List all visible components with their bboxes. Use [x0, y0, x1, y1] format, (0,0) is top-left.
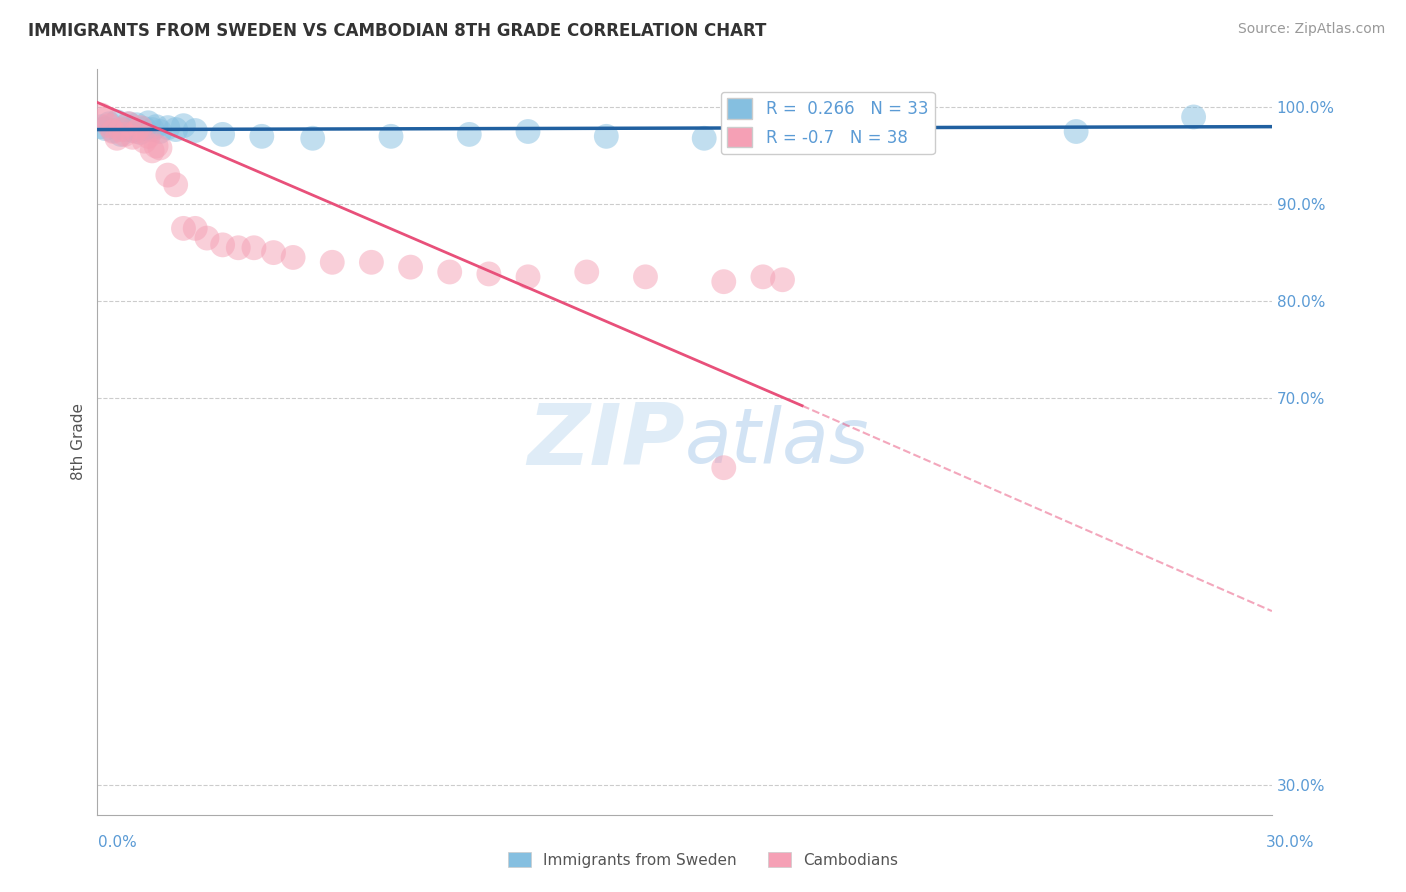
Point [141, 122, 163, 136]
Text: IMMIGRANTS FROM SWEDEN VS CAMBODIAN 8TH GRADE CORRELATION CHART: IMMIGRANTS FROM SWEDEN VS CAMBODIAN 8TH … [28, 22, 766, 40]
Text: 0.0%: 0.0% [98, 836, 138, 850]
Point [263, 245, 285, 260]
Legend: R =  0.266   N = 33, R = -0.7   N = 38: R = 0.266 N = 33, R = -0.7 N = 38 [720, 92, 935, 154]
Point [134, 134, 156, 148]
Point [173, 221, 195, 235]
Point [145, 139, 167, 153]
Point [98, 119, 121, 133]
Point [250, 129, 273, 144]
Point [114, 122, 136, 136]
Point [141, 144, 163, 158]
Point [110, 128, 132, 142]
Point [869, 128, 891, 142]
Point [105, 115, 128, 129]
Point [165, 178, 187, 192]
Text: Source: ZipAtlas.com: Source: ZipAtlas.com [1237, 22, 1385, 37]
Point [136, 129, 159, 144]
Point [94, 121, 117, 136]
Point [752, 269, 775, 284]
Point [810, 124, 832, 138]
Point [90, 108, 112, 122]
Point [517, 124, 540, 138]
Point [439, 265, 461, 279]
Point [121, 130, 143, 145]
Point [149, 124, 172, 138]
Text: ZIP: ZIP [527, 400, 685, 483]
Point [458, 128, 481, 142]
Point [90, 120, 112, 134]
Point [211, 238, 233, 252]
Point [129, 126, 152, 140]
Point [226, 241, 249, 255]
Point [136, 116, 159, 130]
Point [110, 122, 132, 136]
Point [713, 275, 735, 289]
Point [118, 117, 141, 131]
Point [118, 117, 141, 131]
Point [321, 255, 343, 269]
Point [98, 117, 121, 131]
Point [149, 141, 172, 155]
Point [121, 123, 143, 137]
Point [517, 269, 540, 284]
Point [184, 123, 207, 137]
Point [156, 120, 179, 135]
Point [129, 120, 152, 135]
Text: atlas: atlas [685, 405, 869, 478]
Point [211, 128, 233, 142]
Point [184, 221, 207, 235]
Point [399, 260, 422, 274]
Text: 30.0%: 30.0% [1267, 836, 1315, 850]
Point [1182, 110, 1205, 124]
Point [114, 128, 136, 142]
Point [380, 129, 402, 144]
Point [125, 118, 148, 132]
Point [713, 460, 735, 475]
Point [360, 255, 382, 269]
Point [1064, 124, 1087, 138]
Point [165, 122, 187, 136]
Point [101, 124, 124, 138]
Point [772, 273, 794, 287]
Point [281, 251, 304, 265]
Point [634, 269, 657, 284]
Point [125, 124, 148, 138]
Point [101, 123, 124, 137]
Point [575, 265, 598, 279]
Point [195, 231, 218, 245]
Point [243, 241, 266, 255]
Point [478, 267, 501, 281]
Point [94, 112, 117, 126]
Point [693, 131, 716, 145]
Point [134, 121, 156, 136]
Point [301, 131, 323, 145]
Legend: Immigrants from Sweden, Cambodians: Immigrants from Sweden, Cambodians [502, 846, 904, 873]
Point [173, 119, 195, 133]
Point [595, 129, 617, 144]
Point [752, 127, 775, 141]
Point [156, 168, 179, 182]
Point [145, 120, 167, 134]
Point [105, 131, 128, 145]
Y-axis label: 8th Grade: 8th Grade [72, 403, 86, 480]
